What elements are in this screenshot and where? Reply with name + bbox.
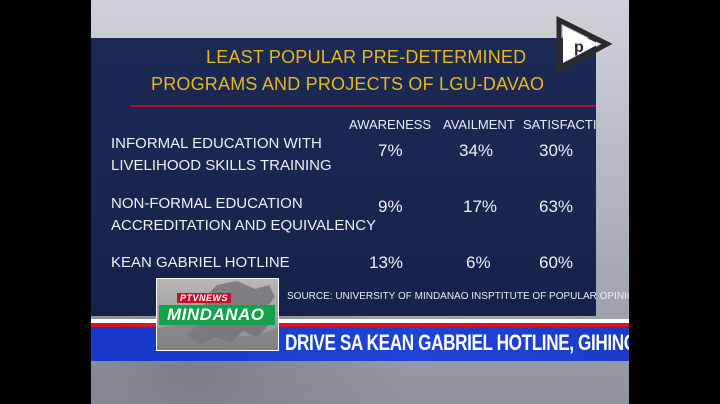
value-availment: 34% bbox=[459, 141, 494, 160]
value-awareness: 7% bbox=[378, 141, 403, 160]
value-awareness: 13% bbox=[369, 253, 404, 272]
source-citation: SOURCE: UNIVERSITY OF MINDANAO INSPTITUT… bbox=[287, 291, 629, 302]
svg-text:p: p bbox=[574, 39, 584, 56]
ptv-news-mindanao-badge: PTVNEWS MINDANAO bbox=[156, 278, 279, 351]
pillarbox-right bbox=[629, 0, 720, 404]
value-satisfaction: 60% bbox=[539, 253, 574, 272]
pillarbox-left bbox=[0, 0, 91, 404]
row-label-line: INFORMAL EDUCATION WITH bbox=[111, 135, 322, 152]
value-availment: 17% bbox=[463, 197, 498, 216]
region-label: MINDANAO bbox=[167, 305, 265, 324]
ticker-red-stripe bbox=[91, 323, 629, 327]
row-label-kean-gabriel-hotline: KEAN GABRIEL HOTLINE bbox=[111, 252, 290, 274]
value-availment: 6% bbox=[466, 253, 491, 272]
region-label-box: MINDANAO bbox=[159, 305, 275, 325]
row-label-non-formal-education: NON-FORMAL EDUCATION ACCREDITATION AND E… bbox=[111, 193, 376, 237]
slide-title-line2: PROGRAMS AND PROJECTS OF LGU-DAVAO bbox=[151, 74, 545, 94]
ticker-top-stripe bbox=[91, 319, 629, 323]
row-label-informal-education: INFORMAL EDUCATION WITH LIVELIHOOD SKILL… bbox=[111, 133, 332, 177]
column-header-awareness: AWARENESS bbox=[349, 117, 432, 132]
slide-title-line1: LEAST POPULAR PRE-DETERMINED bbox=[206, 47, 527, 67]
value-satisfaction: 63% bbox=[539, 197, 574, 216]
survey-slide: LEAST POPULAR PRE-DETERMINED PROGRAMS AN… bbox=[91, 0, 629, 404]
row-label-line: KEAN GABRIEL HOTLINE bbox=[111, 254, 290, 271]
row-label-line: LIVELIHOOD SKILLS TRAINING bbox=[111, 157, 332, 174]
ticker-headline: DRIVE SA KEAN GABRIEL HOTLINE, GIHINGUSG… bbox=[285, 330, 629, 355]
value-satisfaction: 30% bbox=[539, 141, 574, 160]
slide-panel bbox=[91, 38, 596, 316]
title-divider bbox=[131, 105, 596, 107]
column-header-satisfaction: SATISFACTION bbox=[523, 117, 596, 132]
row-label-line: ACCREDITATION AND EQUIVALENCY bbox=[111, 217, 377, 234]
row-label-line: NON-FORMAL EDUCATION bbox=[111, 195, 303, 212]
value-awareness: 9% bbox=[378, 197, 403, 216]
ptv-news-label: PTVNEWS bbox=[177, 293, 232, 303]
ptv-logo-icon: p bbox=[553, 15, 613, 76]
column-header-availment: AVAILMENT bbox=[443, 117, 515, 132]
video-frame: LEAST POPULAR PRE-DETERMINED PROGRAMS AN… bbox=[91, 0, 629, 404]
